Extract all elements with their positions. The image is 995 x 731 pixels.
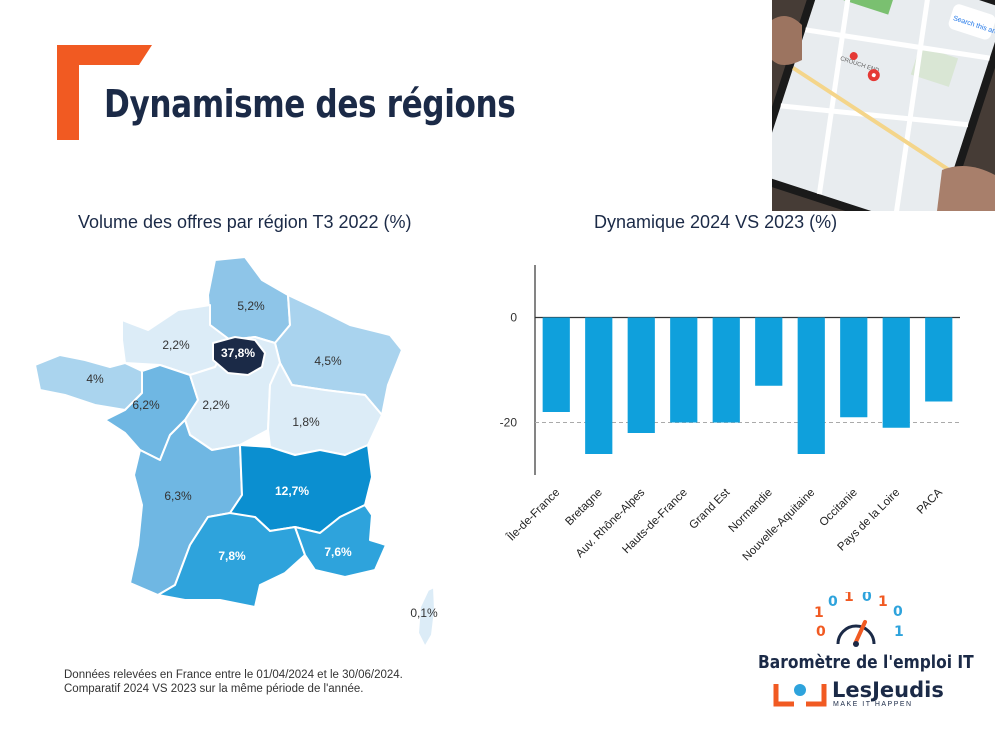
x-tick-label: Bretagne	[563, 487, 604, 528]
binary-digit: 0	[816, 624, 826, 640]
page-title: Dynamisme des régions	[104, 82, 516, 126]
chart-title: Dynamique 2024 VS 2023 (%)	[594, 212, 838, 232]
bar	[585, 317, 613, 454]
x-tick-label: PACA	[915, 486, 945, 516]
bar	[670, 317, 698, 423]
footnote-line-1: Données relevées en France entre le 01/0…	[64, 669, 403, 681]
bar	[627, 317, 655, 433]
region-corse	[417, 586, 436, 648]
map-value-label: 6,2%	[132, 398, 160, 412]
bar	[925, 317, 953, 402]
map-value-label: 7,6%	[324, 545, 352, 559]
x-tick-label: Île-de-France	[504, 486, 562, 544]
bar	[755, 317, 783, 386]
company-tagline: MAKE IT HAPPEN	[833, 701, 913, 708]
x-tick-label: Nouvelle-Aquitaine	[741, 487, 818, 564]
barometer-gauge-icon: 10 1 0 100 1	[773, 592, 904, 707]
corner-accent	[57, 45, 152, 140]
map-value-label: 7,8%	[218, 549, 246, 563]
x-tick-label: Occitanie	[817, 487, 859, 529]
footnote-line-2: Comparatif 2024 VS 2023 sur la même péri…	[64, 683, 364, 695]
bar	[712, 317, 740, 423]
region-ile-de-france	[212, 336, 266, 376]
france-map: 37,8% 5,2% 2,2% 4,5% 4% 6,2% 2,2% 1,8% 6,3% 12,7%…	[34, 256, 438, 648]
map-value-label: 6,3%	[164, 489, 192, 503]
map-value-label: 2,2%	[202, 398, 230, 412]
binary-digit: 1	[814, 605, 824, 621]
map-value-label: 0,1%	[410, 606, 438, 620]
phone-map-photo: Search this area CROUCH END	[772, 0, 995, 211]
binary-digit: 1	[878, 594, 888, 610]
footnote: Données relevées en France entre le 01/0…	[64, 668, 403, 696]
x-tick-label: Grand Est	[687, 486, 733, 532]
bar	[542, 317, 570, 412]
bar	[840, 317, 868, 418]
map-value-label: 4,5%	[314, 354, 342, 368]
binary-digit: 1	[844, 592, 854, 605]
region-paca	[294, 504, 387, 578]
company-name: LesJeudis	[832, 678, 944, 702]
map-value-label: 12,7%	[275, 484, 309, 498]
y-tick-label: -20	[500, 416, 518, 430]
map-value-label: 2,2%	[162, 338, 190, 352]
bar	[797, 317, 825, 454]
map-value-label: 4%	[86, 372, 104, 386]
bar	[882, 317, 910, 428]
map-value-label: 37,8%	[221, 346, 255, 360]
y-tick-label: 0	[510, 311, 517, 325]
binary-digit: 0	[893, 604, 903, 620]
binary-digit: 0	[862, 592, 872, 605]
map-value-label: 1,8%	[292, 415, 320, 429]
map-subtitle: Volume des offres par région T3 2022 (%)	[78, 212, 412, 232]
map-value-label: 5,2%	[237, 299, 265, 313]
binary-digit: 0	[828, 594, 838, 610]
barometer-title: Baromètre de l'emploi IT	[758, 652, 974, 673]
region-occitanie	[157, 512, 306, 608]
binary-digit: 1	[894, 624, 904, 640]
